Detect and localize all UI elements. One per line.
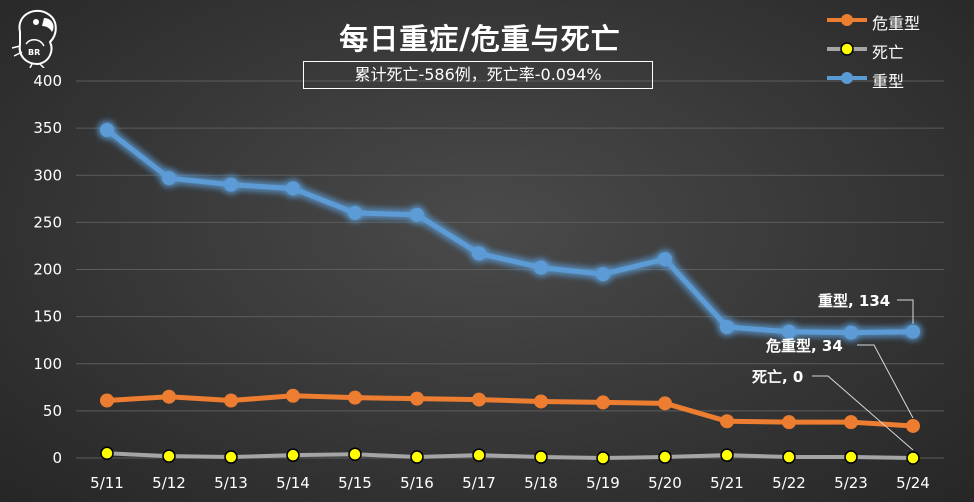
y-tick-label: 150 xyxy=(33,308,62,326)
data-point xyxy=(782,450,796,464)
y-tick-label: 0 xyxy=(52,449,62,467)
x-axis-ticks: 5/11 5/12 5/13 5/14 5/15 5/16 5/17 5/18 5/19 5/20… xyxy=(90,474,930,492)
chart-title: 每日重症/危重与死亡 xyxy=(339,22,621,56)
y-tick-label: 400 xyxy=(33,72,62,90)
data-point xyxy=(844,415,858,430)
x-tick-label: 5/23 xyxy=(834,474,868,492)
data-point xyxy=(658,396,672,411)
annotations: 重型, 134 危重型, 34 死亡, 0 xyxy=(752,292,914,451)
data-point xyxy=(100,446,114,461)
data-point xyxy=(410,391,424,406)
x-tick-label: 5/19 xyxy=(586,474,620,492)
data-point xyxy=(410,207,424,222)
y-axis-ticks: 0 50 100 150 200 250 300 350 400 xyxy=(33,72,62,467)
data-point xyxy=(286,448,300,462)
logo-text: BR xyxy=(28,48,40,57)
legend-label: 重型 xyxy=(872,72,905,91)
data-point xyxy=(596,267,610,282)
x-tick-label: 5/16 xyxy=(400,474,434,492)
x-tick-label: 5/21 xyxy=(710,474,744,492)
data-point xyxy=(100,123,114,138)
data-point xyxy=(224,177,238,192)
data-point xyxy=(658,450,672,464)
data-point xyxy=(720,414,734,429)
data-point xyxy=(906,451,920,465)
data-point xyxy=(534,260,548,275)
grid-lines xyxy=(76,80,944,459)
data-point xyxy=(348,447,362,461)
x-tick-label: 5/11 xyxy=(90,474,124,492)
data-point xyxy=(286,181,300,196)
data-point xyxy=(534,394,548,409)
annotation-label: 死亡, 0 xyxy=(752,368,803,386)
parrot-logo: BR xyxy=(6,4,64,72)
data-point xyxy=(720,448,734,462)
y-tick-label: 100 xyxy=(33,355,62,373)
legend-label: 死亡 xyxy=(872,43,905,62)
y-tick-label: 300 xyxy=(33,166,62,184)
x-tick-label: 5/24 xyxy=(896,474,930,492)
y-tick-label: 200 xyxy=(33,261,62,279)
data-point xyxy=(286,388,300,403)
data-point xyxy=(224,393,238,408)
annotation-label: 危重型, 34 xyxy=(766,337,843,355)
series-line xyxy=(106,393,914,429)
series-line xyxy=(105,128,914,336)
data-point xyxy=(534,450,548,464)
annotation-label: 重型, 134 xyxy=(818,292,890,310)
data-point xyxy=(596,395,610,410)
data-point xyxy=(596,451,610,465)
data-point xyxy=(162,171,176,186)
x-tick-label: 5/17 xyxy=(462,474,496,492)
data-point xyxy=(100,393,114,408)
data-point xyxy=(162,389,176,404)
chart-subtitle: 累计死亡-586例，死亡率-0.094% xyxy=(303,61,653,89)
data-point xyxy=(844,325,858,340)
legend-label: 危重型 xyxy=(872,14,921,33)
data-point xyxy=(720,319,734,334)
x-tick-label: 5/13 xyxy=(214,474,248,492)
data-point xyxy=(472,448,486,462)
annotation-leader xyxy=(812,375,914,451)
y-tick-label: 350 xyxy=(33,119,62,137)
data-point xyxy=(348,390,362,405)
x-tick-label: 5/18 xyxy=(524,474,558,492)
annotation-leader xyxy=(897,299,914,324)
series-0 xyxy=(100,388,920,433)
annotation-leader xyxy=(857,344,914,419)
y-tick-label: 50 xyxy=(43,402,62,420)
x-tick-label: 5/20 xyxy=(648,474,682,492)
data-point xyxy=(472,392,486,407)
x-tick-label: 5/12 xyxy=(152,474,186,492)
data-point xyxy=(224,450,238,464)
data-point xyxy=(906,418,920,433)
data-point xyxy=(844,450,858,464)
data-point xyxy=(658,252,672,267)
x-tick-label: 5/15 xyxy=(338,474,372,492)
data-point xyxy=(782,415,796,430)
x-tick-label: 5/14 xyxy=(276,474,310,492)
x-tick-label: 5/22 xyxy=(772,474,806,492)
series-1 xyxy=(100,446,920,465)
series-group xyxy=(100,123,920,465)
data-point xyxy=(906,324,920,339)
data-point xyxy=(782,324,796,339)
data-point xyxy=(348,205,362,220)
data-point xyxy=(162,449,176,463)
y-tick-label: 250 xyxy=(33,213,62,231)
series-line xyxy=(106,451,914,460)
data-point xyxy=(410,450,424,464)
series-2 xyxy=(100,123,920,340)
data-point xyxy=(472,246,486,261)
